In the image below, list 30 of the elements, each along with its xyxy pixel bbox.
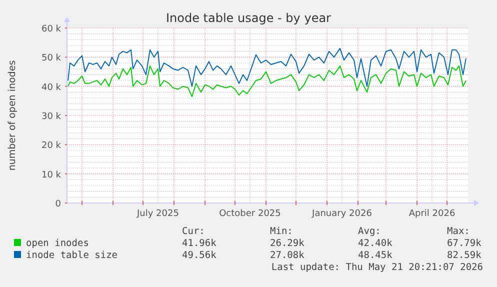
y-tick-label: 60 k (41, 24, 62, 34)
line-series (68, 48, 466, 87)
x-tick-label: April 2026 (408, 209, 456, 219)
text: Last update: Thu May 21 20:21:07 2026 (271, 262, 484, 273)
text: Avg: (358, 226, 381, 237)
text: 26.29k (270, 238, 305, 249)
y-tick-label: 40 k (41, 82, 62, 93)
y-tick-label: 10 k (41, 170, 62, 180)
text: 42.40k (358, 238, 393, 249)
y-tick-label: 50 k (41, 54, 62, 64)
y-axis-title: number of open inodes (7, 60, 18, 171)
text: 41.96k (182, 238, 217, 249)
text: Max: (447, 226, 470, 237)
x-tick-label: January 2026 (311, 209, 372, 219)
chart-title: Inode table usage - by year (166, 11, 332, 25)
text: 67.79k (447, 238, 482, 249)
legend-label: open inodes (26, 238, 89, 249)
y-tick-label: 30 k (41, 112, 62, 122)
text: Min: (270, 226, 293, 237)
y-tick-label: 20 k (41, 141, 62, 152)
text: Cur: (182, 226, 205, 237)
text: 82.59k (447, 250, 482, 261)
y-tick-label: 0 (55, 200, 62, 210)
x-tick-label: July 2025 (136, 209, 179, 219)
legend-label: inode table size (26, 250, 118, 261)
text: 49.56k (182, 250, 217, 261)
line-series (68, 65, 466, 98)
text: 27.08k (270, 250, 305, 261)
text: 48.45k (358, 250, 393, 261)
x-tick-label: October 2025 (219, 209, 281, 219)
